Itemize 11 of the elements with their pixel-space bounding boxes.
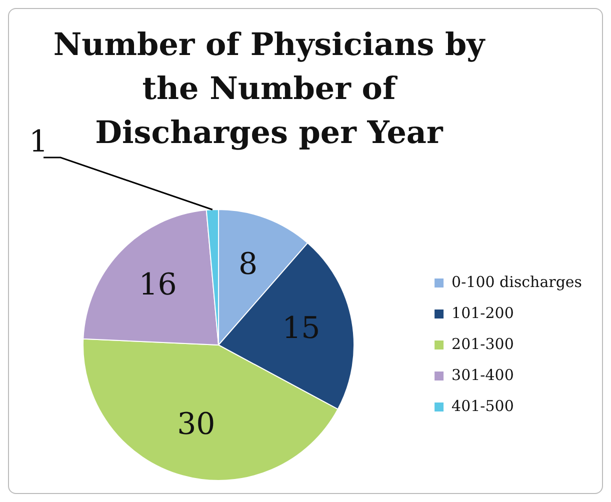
legend-label: 101-200 [452,304,514,322]
data-label: 8 [238,247,258,282]
data-label: 15 [282,310,320,346]
data-label: 30 [177,406,216,442]
data-label: 1 [28,124,48,160]
legend-label: 201-300 [452,334,514,353]
data-label: 16 [138,268,177,303]
legend-label: 0-100 discharges [452,272,582,291]
legend-label: 301-400 [452,366,514,384]
legend-label: 401-500 [452,396,514,415]
chart-title: Number of Physicians by the Number of Discharges per Year [52,26,486,153]
